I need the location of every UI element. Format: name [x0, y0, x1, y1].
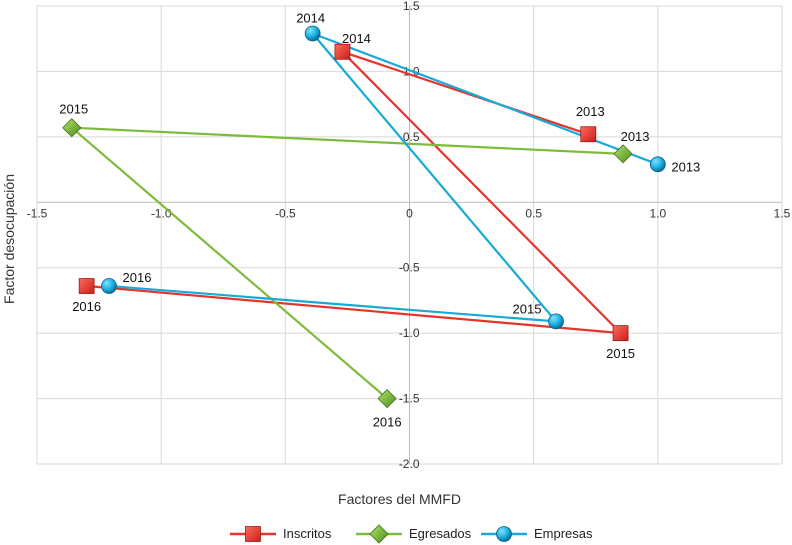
data-label: 2015 — [513, 301, 542, 316]
x-tick-label: -1.0 — [151, 206, 172, 220]
data-point-egresados — [613, 144, 633, 164]
y-tick-label: 1.5 — [403, 0, 420, 13]
x-tick-label: 1.0 — [649, 206, 666, 220]
data-point-egresados — [377, 389, 397, 409]
y-tick-label: 0.5 — [403, 130, 420, 144]
y-axis-title: Factor desocupación — [1, 174, 17, 304]
data-point-egresados — [62, 118, 82, 138]
data-point-empresas — [548, 313, 564, 330]
data-label: 2015 — [606, 346, 635, 361]
data-point-inscritos — [78, 278, 95, 294]
data-label: 2016 — [373, 415, 402, 430]
legend-label: Inscritos — [283, 526, 332, 541]
data-label: 2015 — [59, 102, 88, 117]
x-tick-label: 1.5 — [774, 206, 791, 220]
legend-marker-inscritos — [245, 526, 261, 542]
data-label: 2014 — [296, 10, 325, 25]
x-tick-label: -1.5 — [27, 206, 48, 220]
legend-label: Empresas — [534, 526, 593, 541]
data-point-inscritos — [612, 325, 629, 342]
data-point-empresas — [101, 278, 117, 294]
data-label: 2013 — [671, 159, 700, 174]
x-axis-title: Factores del MMFD — [338, 491, 461, 507]
y-tick-label: -1.0 — [399, 326, 420, 340]
data-point-empresas — [649, 156, 666, 173]
data-point-inscritos — [580, 126, 597, 143]
x-tick-label: 0.5 — [525, 206, 542, 220]
series-line-inscritos — [85, 50, 622, 335]
x-tick-label: -0.5 — [275, 206, 296, 220]
data-label: 2014 — [342, 31, 371, 46]
data-label: 2013 — [576, 104, 605, 119]
data-label: 2013 — [621, 129, 650, 144]
x-tick-label: 0 — [406, 206, 413, 220]
legend-marker-egresados — [369, 524, 389, 544]
legend-label: Egresados — [409, 526, 472, 541]
data-point-inscritos — [334, 43, 351, 60]
series-line-egresados — [70, 126, 625, 400]
y-tick-label: -0.5 — [399, 261, 420, 275]
y-tick-label: -2.0 — [399, 457, 420, 471]
data-label: 2016 — [72, 299, 101, 314]
y-tick-label: -1.5 — [399, 392, 420, 406]
legend-marker-empresas — [496, 526, 512, 542]
data-point-empresas — [304, 25, 321, 42]
series-line-empresas — [107, 32, 659, 323]
data-label: 2016 — [123, 270, 152, 285]
